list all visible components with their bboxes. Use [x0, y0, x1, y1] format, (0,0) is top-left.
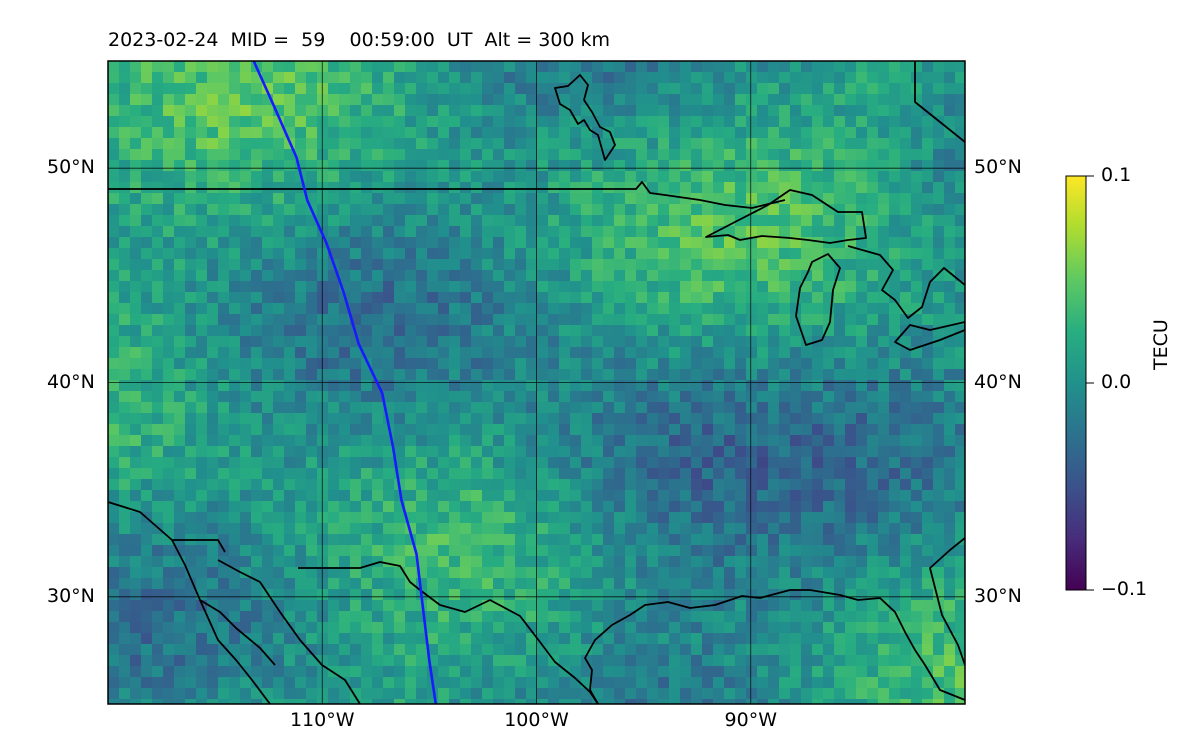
lake-winnipeg	[554, 74, 616, 161]
colorbar-ticks	[1086, 175, 1094, 591]
plot-title: 2023-02-24 MID = 59 00:59:00 UT Alt = 30…	[108, 29, 611, 51]
lat-label-right: 40°N	[974, 370, 1022, 393]
colorbar-tick-label: 0.0	[1101, 371, 1132, 393]
us-canada-border	[108, 181, 786, 209]
colorbar-label: TECU	[1150, 319, 1172, 370]
lon-label: 100°W	[504, 709, 569, 731]
colorbar-tick-label: −0.1	[1101, 578, 1148, 600]
tec-field	[108, 61, 965, 704]
lat-label-right: 30°N	[974, 584, 1022, 607]
lon-label: 90°W	[724, 709, 777, 731]
lat-label-right: 50°N	[974, 156, 1022, 179]
atlantic-coast	[929, 537, 965, 666]
lat-label-left: 50°N	[47, 156, 95, 179]
lat-label-left: 30°N	[47, 584, 95, 607]
hudson-bay-coast	[914, 61, 965, 143]
colorbar-bar	[1065, 175, 1087, 591]
lake-huron	[847, 245, 965, 319]
lake-erie	[894, 321, 965, 351]
map-gridlines	[108, 61, 965, 704]
colorbar-tick-label: 0.1	[1101, 164, 1132, 186]
satellite-track	[252, 61, 438, 704]
baja-peninsula	[199, 559, 361, 704]
lat-label-left: 40°N	[47, 370, 95, 393]
lake-michigan	[795, 253, 841, 346]
map-frame	[107, 60, 966, 705]
lon-label: 110°W	[289, 709, 355, 731]
